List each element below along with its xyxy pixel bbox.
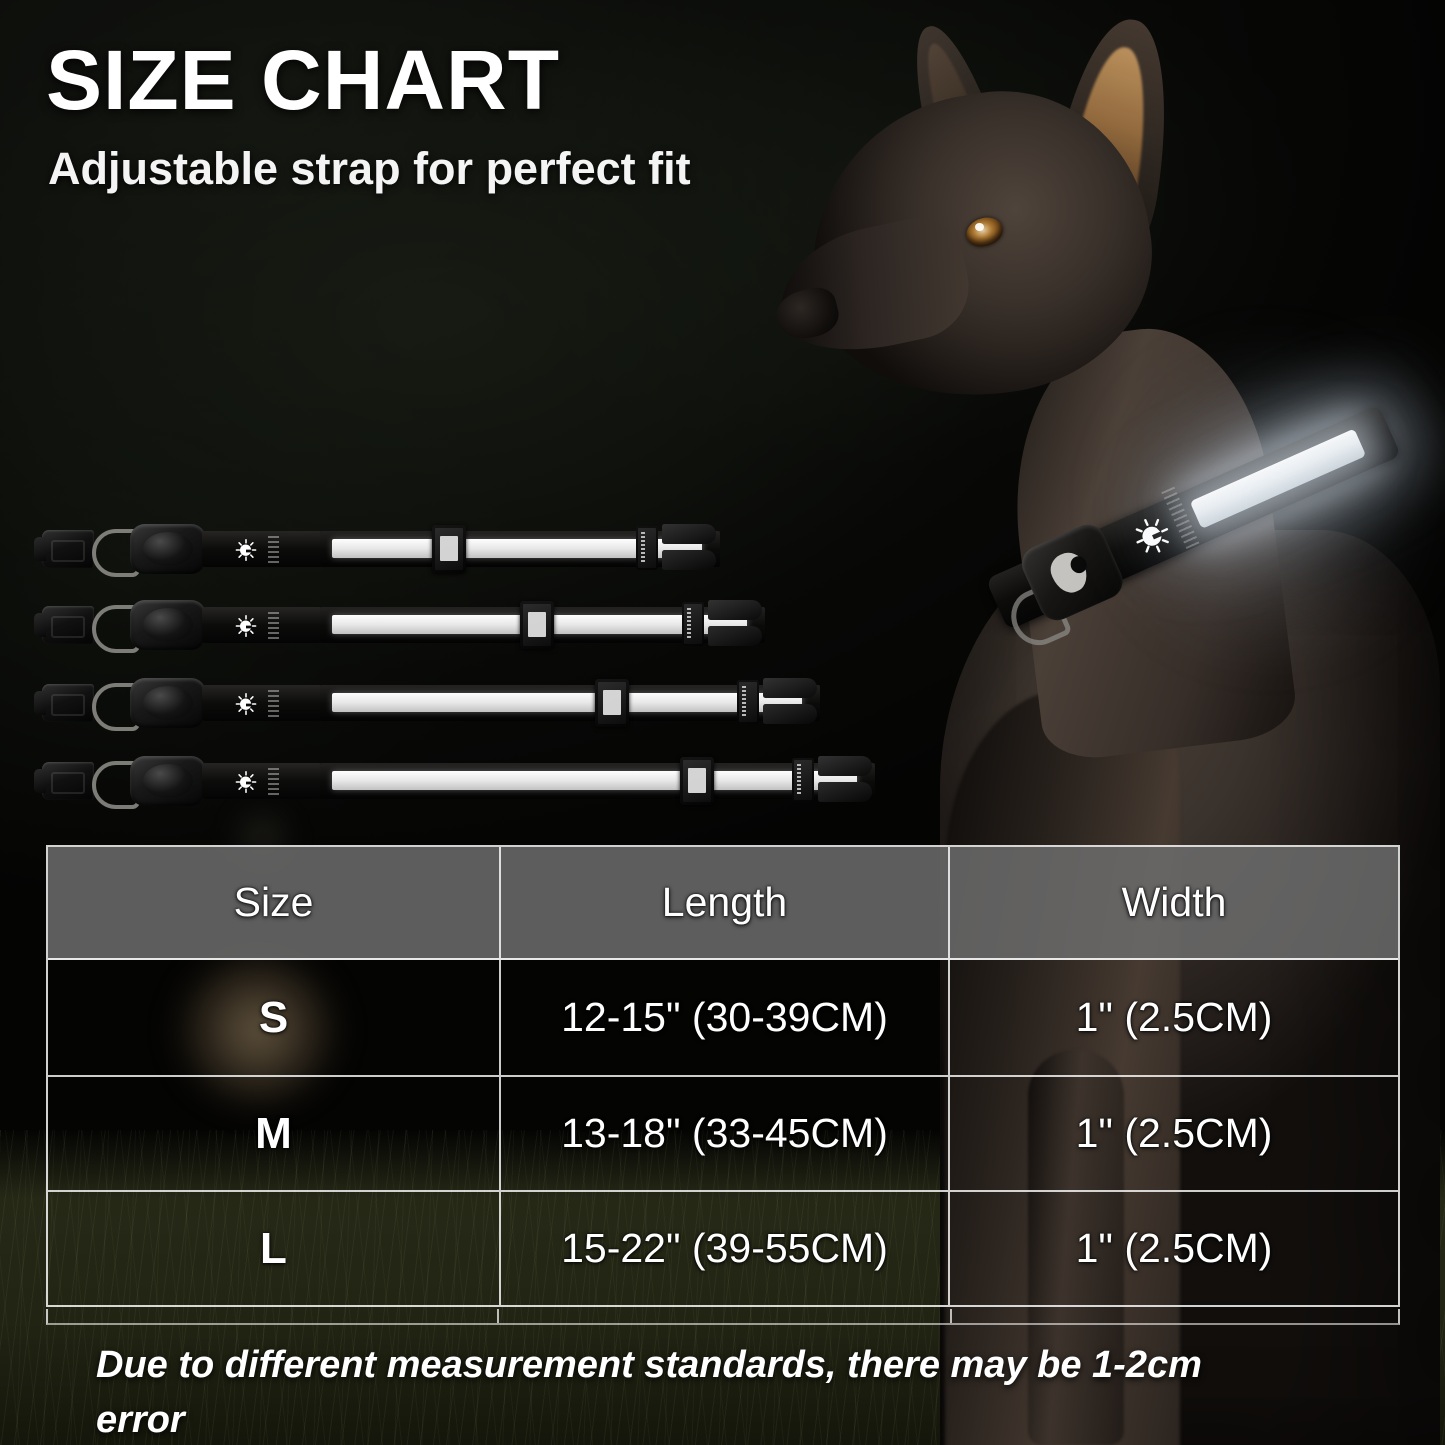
airtag-holder-pod <box>130 756 206 806</box>
size-chart-table: Size Length Width S 12-15" (30-39CM) 1" … <box>46 845 1400 1307</box>
airtag-holder-pod <box>130 678 206 728</box>
grid-divider <box>497 1309 499 1323</box>
glow-sun-logo-icon <box>234 614 258 638</box>
collar-light-bloom <box>1105 350 1435 650</box>
page-title: SIZE CHART <box>46 33 560 127</box>
table-row: S 12-15" (30-39CM) 1" (2.5CM) <box>48 960 1398 1075</box>
cell-size: M <box>255 1108 292 1158</box>
dog-eye-glint <box>975 223 984 231</box>
side-release-buckle-icon <box>34 684 94 722</box>
side-release-buckle-icon <box>34 530 94 568</box>
cell-length: 12-15" (30-39CM) <box>499 960 950 1075</box>
collar-brand-label <box>268 690 279 718</box>
cell-size: L <box>260 1223 287 1273</box>
collar-brand-label <box>268 536 279 564</box>
collar-brand-label <box>268 768 279 796</box>
measurement-disclaimer: Due to different measurement standards, … <box>96 1338 1246 1445</box>
disclaimer-line-1: Due to different measurement standards, … <box>96 1344 1202 1442</box>
reflective-strip <box>332 539 702 558</box>
glow-sun-logo-icon <box>234 538 258 562</box>
table-bottom-strip <box>46 1309 1400 1325</box>
collar-front-strap <box>202 763 322 799</box>
reflective-strip <box>332 693 802 712</box>
cell-width: 1" (2.5CM) <box>1075 1225 1273 1271</box>
tri-glide-icon <box>636 526 658 570</box>
column-header-size: Size <box>233 879 314 925</box>
column-header-width: Width <box>1121 879 1227 925</box>
table-header-row: Size Length Width <box>48 847 1398 960</box>
worn-collar <box>948 316 1445 723</box>
dog-foreleg <box>1028 1050 1124 1445</box>
cell-width: 1" (2.5CM) <box>1075 1110 1273 1156</box>
side-release-buckle-icon <box>34 606 94 644</box>
buckle-prongs-icon <box>708 598 766 650</box>
collar-brand-label <box>268 612 279 640</box>
glow-sun-logo-icon <box>1126 509 1179 562</box>
tri-glide-icon <box>792 758 814 802</box>
glow-sun-logo-icon <box>234 692 258 716</box>
grid-divider <box>950 1309 952 1323</box>
table-row: L 15-22" (39-55CM) 1" (2.5CM) <box>48 1190 1398 1305</box>
collar-front-strap <box>202 685 322 721</box>
slider-adjuster <box>520 601 554 649</box>
buckle-prongs-icon <box>662 522 720 574</box>
buckle-prongs-icon <box>763 676 821 728</box>
page-subtitle: Adjustable strap for perfect fit <box>48 143 691 194</box>
dog-photo <box>767 0 1445 1445</box>
cell-width: 1" (2.5CM) <box>1075 994 1273 1040</box>
reflective-strip <box>332 771 857 790</box>
cell-length: 15-22" (39-55CM) <box>499 1192 950 1305</box>
slider-adjuster <box>432 525 466 573</box>
cell-length: 13-18" (33-45CM) <box>499 1077 950 1190</box>
collar-front-strap <box>202 531 322 567</box>
side-release-buckle-icon <box>34 762 94 800</box>
collar-size-lineup <box>34 516 875 821</box>
airtag-holder-pod <box>130 600 206 650</box>
collar-front-strap <box>202 607 322 643</box>
airtag-holder-pod <box>130 524 206 574</box>
column-header-length: Length <box>499 847 950 958</box>
slider-adjuster <box>595 679 629 727</box>
slider-adjuster <box>680 757 714 805</box>
tri-glide-icon <box>682 602 704 646</box>
glow-sun-logo-icon <box>234 770 258 794</box>
buckle-prongs-icon <box>818 754 876 806</box>
table-row: M 13-18" (33-45CM) 1" (2.5CM) <box>48 1075 1398 1190</box>
bokeh-light <box>175 955 340 1105</box>
tri-glide-icon <box>737 680 759 724</box>
cell-size: S <box>258 992 289 1042</box>
